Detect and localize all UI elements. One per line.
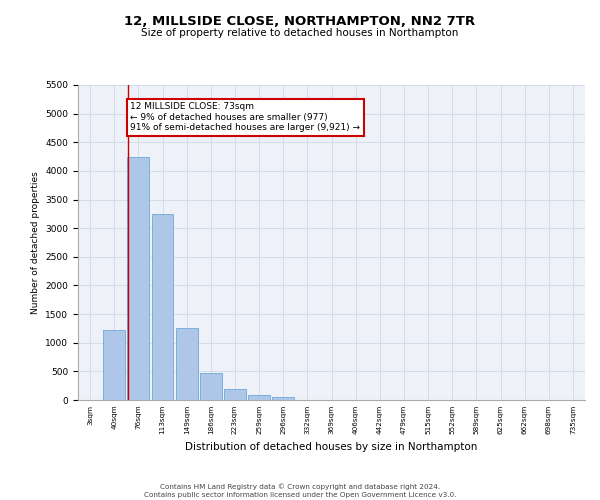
Bar bbox=[127, 156, 149, 400]
Y-axis label: Number of detached properties: Number of detached properties bbox=[31, 171, 40, 314]
Text: 12, MILLSIDE CLOSE, NORTHAMPTON, NN2 7TR: 12, MILLSIDE CLOSE, NORTHAMPTON, NN2 7TR bbox=[124, 15, 476, 28]
X-axis label: Distribution of detached houses by size in Northampton: Distribution of detached houses by size … bbox=[185, 442, 478, 452]
Bar bbox=[176, 328, 197, 400]
Bar bbox=[152, 214, 173, 400]
Bar bbox=[103, 330, 125, 400]
Bar bbox=[224, 388, 246, 400]
Bar bbox=[200, 373, 221, 400]
Text: Contains HM Land Registry data © Crown copyright and database right 2024.
Contai: Contains HM Land Registry data © Crown c… bbox=[144, 484, 456, 498]
Bar bbox=[272, 397, 294, 400]
Text: 12 MILLSIDE CLOSE: 73sqm
← 9% of detached houses are smaller (977)
91% of semi-d: 12 MILLSIDE CLOSE: 73sqm ← 9% of detache… bbox=[130, 102, 361, 132]
Bar bbox=[248, 395, 270, 400]
Text: Size of property relative to detached houses in Northampton: Size of property relative to detached ho… bbox=[142, 28, 458, 38]
